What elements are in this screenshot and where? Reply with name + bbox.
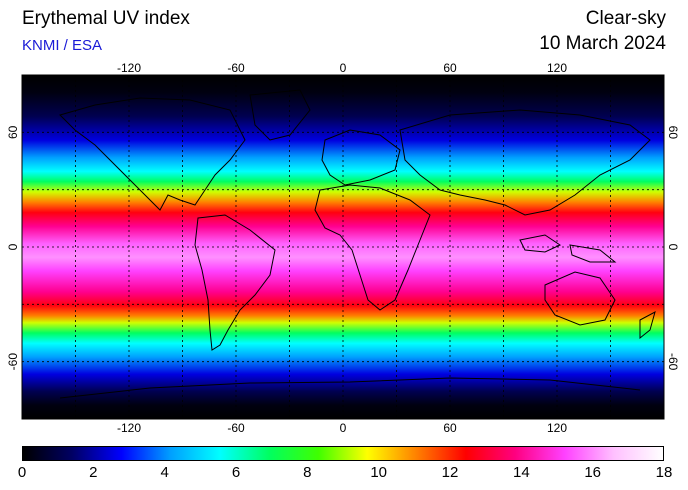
longitude-tick-label-top: 0 (340, 61, 347, 75)
longitude-tick-label-top: 120 (547, 61, 567, 75)
longitude-tick-label-bottom: -120 (117, 421, 141, 435)
longitude-tick-label-bottom: -60 (227, 421, 245, 435)
colorbar-tick-label: 8 (303, 464, 312, 481)
latitude-tick-label-right: 60 (666, 126, 680, 140)
map-title: Erythemal UV index (22, 8, 190, 29)
data-credit: KNMI / ESA (22, 37, 103, 54)
colorbar-tick-label: 2 (89, 464, 98, 481)
gridlines (22, 75, 664, 419)
latitude-tick-label-left: 60 (6, 125, 20, 139)
longitude-tick-label-top: -60 (227, 61, 245, 75)
longitude-tick-label-top: -120 (117, 61, 141, 75)
uv-colorbar (22, 446, 664, 461)
colorbar-tick-label: 14 (512, 464, 530, 481)
colorbar-tick-label: 4 (160, 464, 169, 481)
latitude-tick-label-right: -60 (666, 353, 680, 371)
colorbar-tick-label: 6 (231, 464, 241, 481)
longitude-tick-label-bottom: 60 (443, 421, 457, 435)
longitude-tick-label-top: 60 (443, 61, 457, 75)
colorbar-tick-label: 0 (17, 464, 27, 481)
colorbar-tick-label: 16 (584, 464, 601, 481)
longitude-tick-label-bottom: 120 (547, 421, 567, 435)
latitude-tick-label-right: 0 (666, 244, 680, 251)
colorbar-tick-label: 10 (370, 464, 387, 481)
longitude-tick-label-bottom: 0 (340, 421, 347, 435)
latitude-tick-label-left: -60 (6, 353, 20, 371)
latitude-tick-label-left: 0 (6, 243, 20, 250)
colorbar-tick-label: 12 (441, 464, 459, 481)
map-date: 10 March 2024 (539, 33, 666, 54)
coastlines (59, 89, 656, 399)
colorbar-tick-label: 18 (655, 464, 673, 481)
sky-condition-label: Clear-sky (585, 8, 666, 29)
map-frame (21, 74, 665, 420)
